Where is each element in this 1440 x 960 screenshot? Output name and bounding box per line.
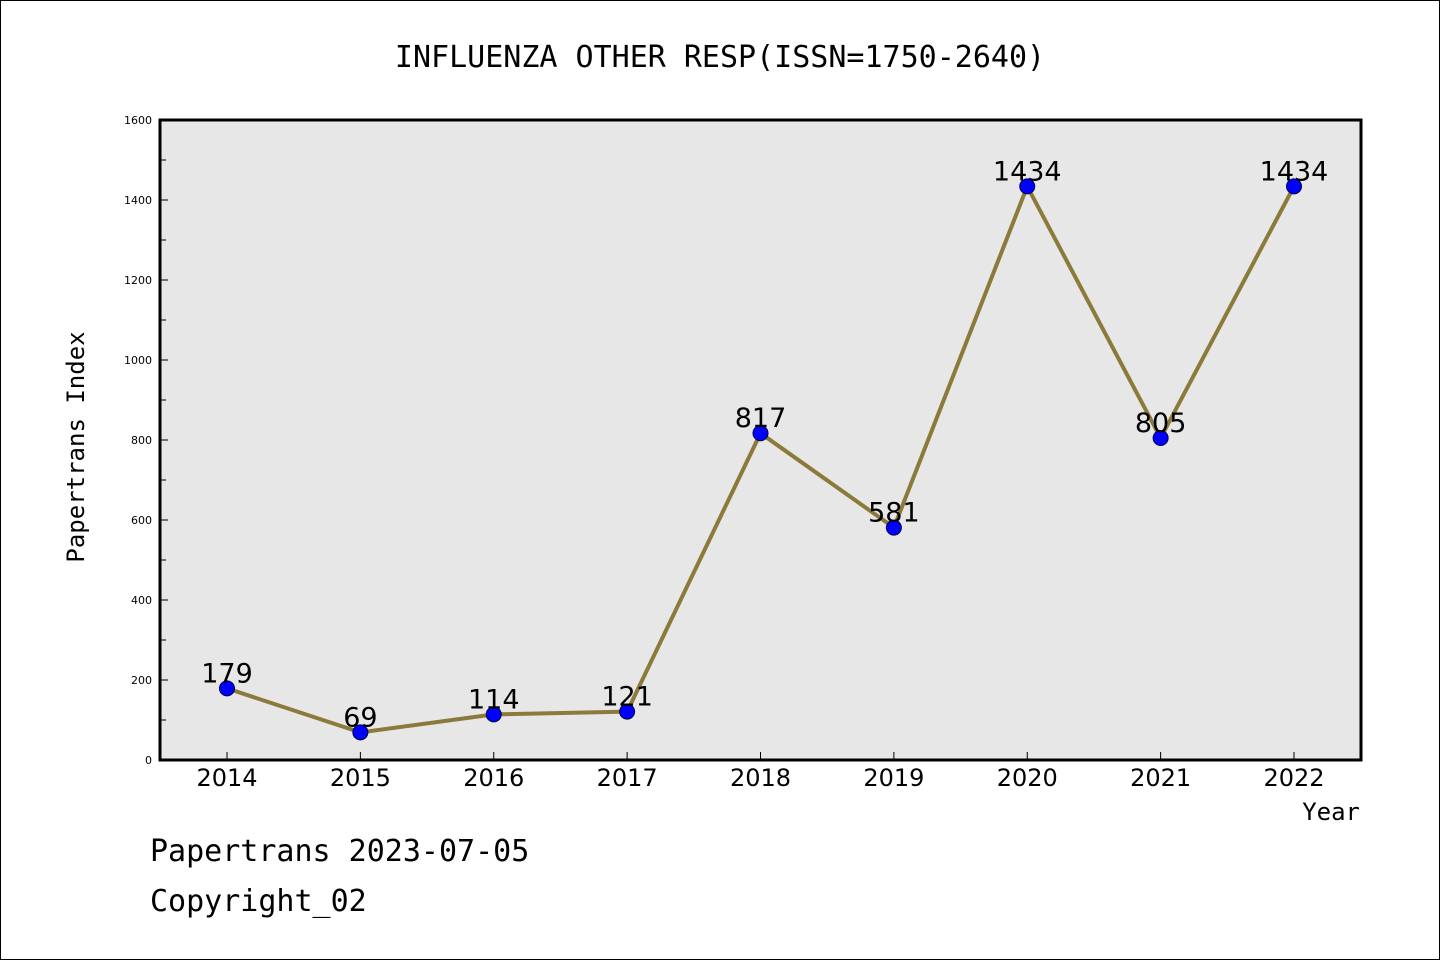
- x-tick-label: 2021: [1130, 764, 1191, 792]
- x-tick-label: 2020: [997, 764, 1058, 792]
- y-tick-label: 1600: [124, 114, 152, 127]
- x-axis: 2014 2015 2016 2017 2018 2019 2020 2021 2022: [196, 752, 1325, 792]
- data-point: [1019, 178, 1036, 195]
- x-tick-label: 2017: [597, 764, 658, 792]
- y-tick-label: 600: [131, 514, 152, 527]
- data-point: [485, 706, 502, 723]
- data-label: 1434: [1260, 156, 1329, 187]
- data-label: 817: [735, 403, 787, 434]
- x-axis-label: Year: [1302, 798, 1360, 826]
- y-tick-label: 200: [131, 674, 152, 687]
- footer-copyright: Copyright_02: [150, 884, 367, 919]
- series: [219, 178, 1302, 741]
- data-point: [619, 703, 636, 720]
- footer-date: Papertrans 2023-07-05: [150, 834, 530, 869]
- x-tick-label: 2022: [1263, 764, 1324, 792]
- x-tick-label: 2015: [330, 764, 391, 792]
- x-tick-label: 2014: [196, 764, 257, 792]
- y-tick-label: 0: [145, 754, 152, 767]
- data-point: [352, 724, 369, 741]
- data-label: 581: [868, 498, 920, 529]
- y-tick-label: 400: [131, 594, 152, 607]
- data-point: [219, 680, 235, 697]
- data-label: 121: [601, 682, 653, 713]
- y-tick-label: 1200: [124, 274, 152, 287]
- data-point: [885, 519, 902, 536]
- x-tick-label: 2016: [463, 764, 524, 792]
- y-tick-label: 1400: [124, 194, 152, 207]
- data-label: 69: [343, 702, 377, 733]
- y-axis-label: Papertrans Index: [62, 331, 90, 562]
- y-axis: 0 200 400 600 800 1000 1200 1400 1600: [124, 114, 168, 767]
- x-tick-label: 2019: [863, 764, 924, 792]
- data-label: 179: [201, 658, 253, 689]
- data-point: [752, 425, 769, 442]
- x-tick-label: 2018: [730, 764, 791, 792]
- y-tick-label: 800: [131, 434, 152, 447]
- data-point: [1152, 430, 1169, 446]
- data-label: 1434: [993, 156, 1062, 187]
- chart-title: INFLUENZA OTHER RESP(ISSN=1750-2640): [395, 40, 1045, 75]
- y-tick-label: 1000: [124, 354, 152, 367]
- data-label: 114: [468, 684, 520, 715]
- data-point: [1286, 178, 1302, 195]
- data-label: 805: [1135, 408, 1187, 439]
- data-labels: 179 69 114 121 817 581 1434 805 1434: [201, 156, 1328, 733]
